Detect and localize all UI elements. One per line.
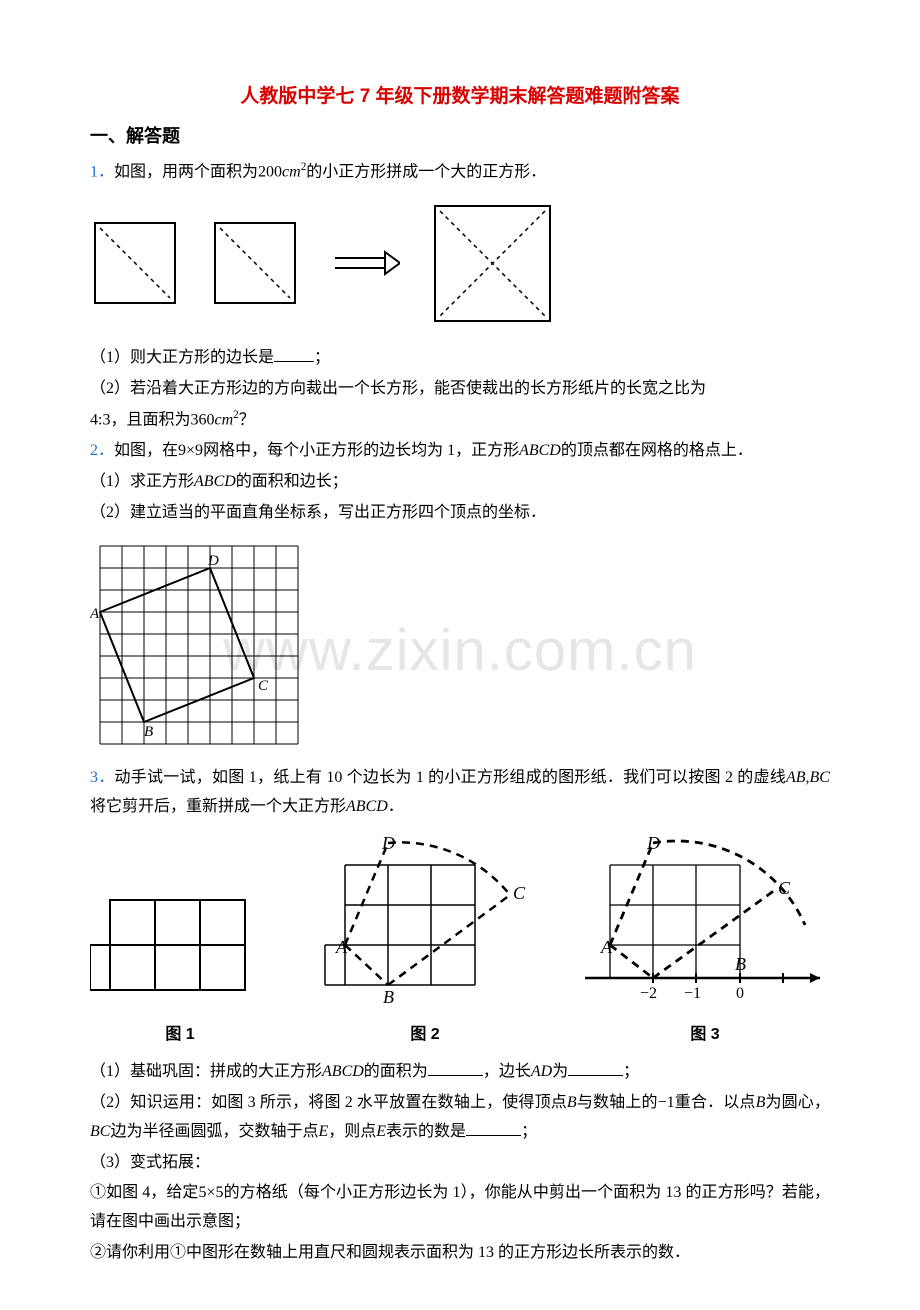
q1-figure [90, 201, 830, 326]
q3-figures: 图 1 [90, 835, 830, 1050]
svg-text:D: D [381, 835, 395, 853]
q2-part1: （1）求正方形ABCD的面积和边长； [90, 468, 830, 497]
blank [466, 1118, 521, 1136]
svg-text:B: B [383, 987, 394, 1007]
blank [274, 344, 314, 362]
q2-part2: （2）建立适当的平面直角坐标系，写出正方形四个顶点的坐标． [90, 499, 830, 528]
svg-text:A: A [90, 606, 100, 622]
arrow-icon [330, 248, 400, 278]
svg-text:D: D [646, 835, 660, 853]
svg-text:−1: −1 [684, 985, 701, 1002]
svg-text:D: D [207, 553, 219, 569]
title: 人教版中学七 7 年级下册数学期末解答题难题附答案 [90, 80, 830, 114]
fig1-label: 图 1 [165, 1021, 194, 1050]
q3-stem: 3．动手试一试，如图 1，纸上有 10 个边长为 1 的小正方形组成的图形纸．我… [90, 764, 830, 822]
q1-stem: 1．如图，用两个面积为200cm2的小正方形拼成一个大的正方形． [90, 157, 830, 187]
svg-text:A: A [335, 937, 348, 957]
q3-num: 3． [90, 769, 115, 786]
svg-text:A: A [600, 937, 613, 957]
fig3-label: 图 3 [690, 1021, 719, 1050]
q3-fig2: A B C D [310, 835, 540, 1015]
blank [568, 1059, 623, 1077]
q3-part4: ①如图 4，给定5×5的方格纸（每个小正方形边长为 1），你能从中剪出一个面积为… [90, 1179, 830, 1237]
svg-text:−2: −2 [640, 985, 657, 1002]
q2-grid-figure: A B C D [90, 536, 308, 754]
q1-part2: （2）若沿着大正方形边的方向裁出一个长方形，能否使裁出的长方形纸片的长宽之比为 [90, 375, 830, 404]
svg-text:C: C [258, 678, 269, 694]
q3-part2: （2）知识运用：如图 3 所示，将图 2 水平放置在数轴上，使得顶点B与数轴上的… [90, 1089, 830, 1147]
q3-part3: （3）变式拓展： [90, 1149, 830, 1178]
circled-1: ① [90, 1184, 106, 1201]
circled-2: ② [90, 1244, 106, 1261]
page-content: 人教版中学七 7 年级下册数学期末解答题难题附答案 一、解答题 1．如图，用两个… [90, 80, 830, 1268]
q1-num: 1． [90, 163, 114, 180]
q1-small-square-2 [210, 218, 300, 308]
q3-part5: ②请你利用①中图形在数轴上用直尺和圆规表示面积为 13 的正方形边长所表示的数． [90, 1239, 830, 1268]
q1-big-square [430, 201, 555, 326]
svg-text:B: B [144, 724, 153, 740]
blank [428, 1059, 483, 1077]
svg-text:C: C [513, 883, 526, 903]
q1-part1: （1）则大正方形的边长是； [90, 344, 830, 373]
svg-text:C: C [778, 878, 791, 898]
q2-stem: 2．如图，在9×9网格中，每个小正方形的边长均为 1，正方形ABCD的顶点都在网… [90, 437, 830, 466]
q2-num: 2． [90, 442, 114, 459]
section-head: 一、解答题 [90, 120, 830, 152]
q1-small-square-1 [90, 218, 180, 308]
svg-text:0: 0 [736, 985, 744, 1002]
svg-text:B: B [735, 954, 746, 974]
q3-fig1 [90, 880, 270, 1015]
fig2-label: 图 2 [410, 1021, 439, 1050]
q3-fig3: A B C D −2 −1 0 [580, 835, 830, 1015]
q3-part1: （1）基础巩固：拼成的大正方形ABCD的面积为，边长AD为； [90, 1058, 830, 1087]
